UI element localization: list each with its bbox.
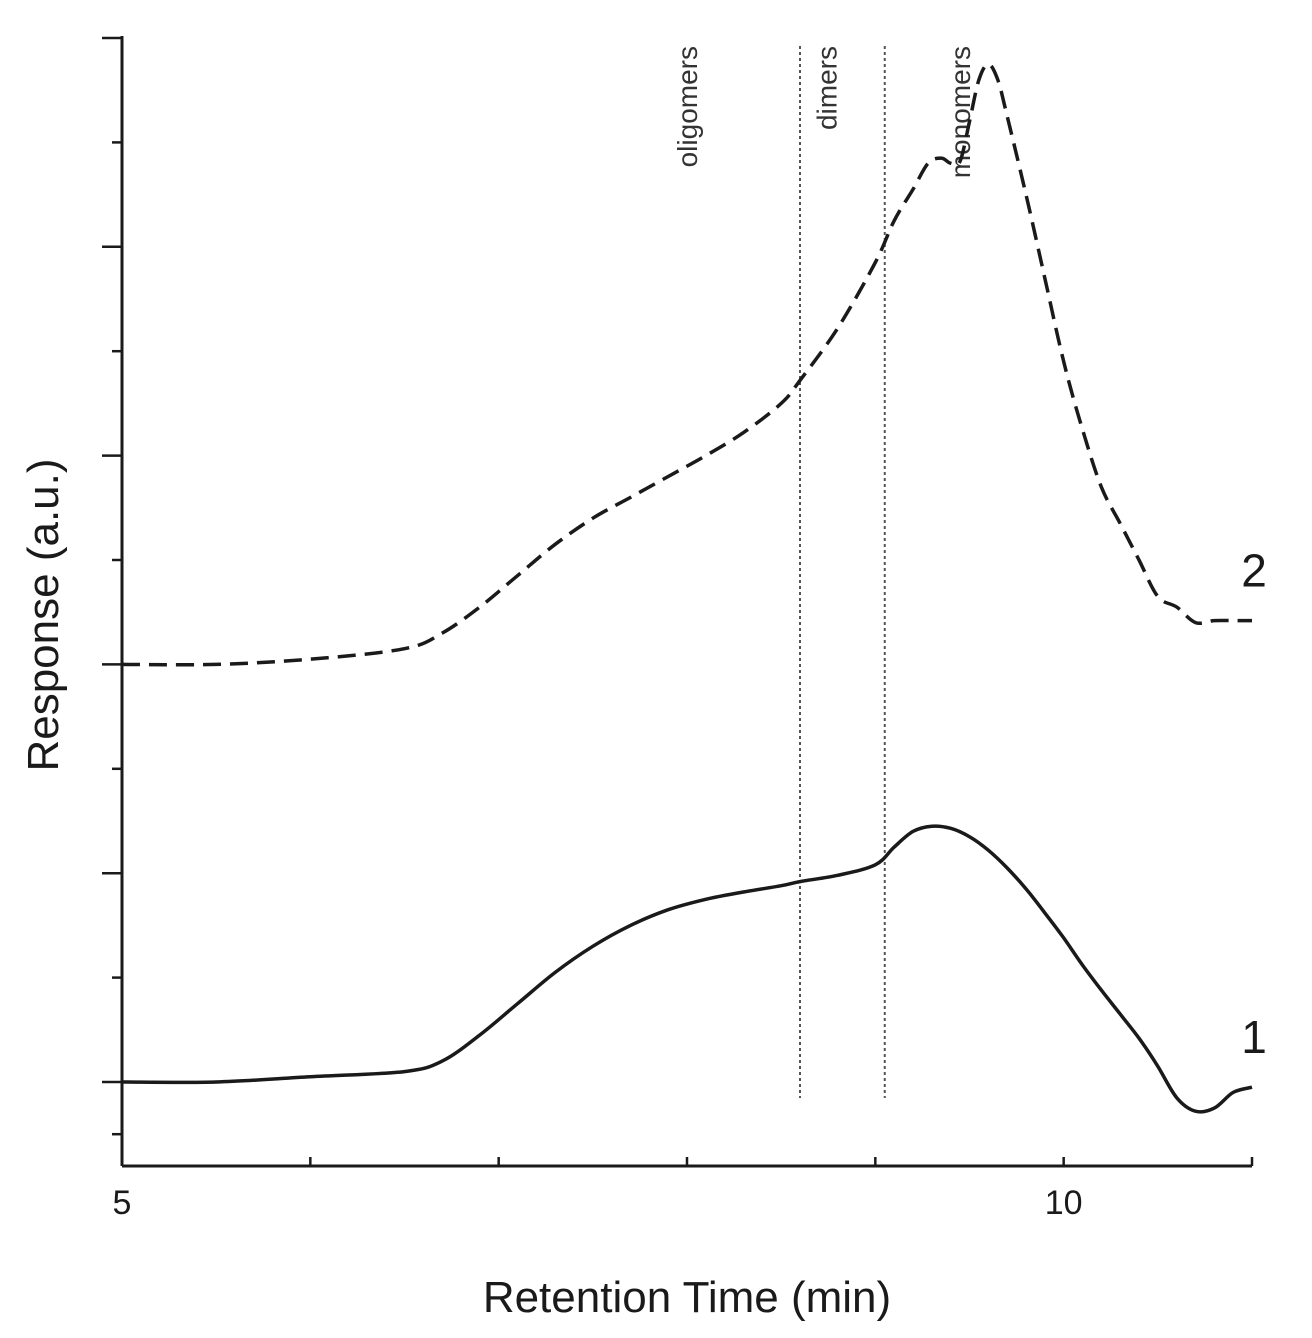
y-axis-title: Response (a.u.) — [19, 458, 68, 771]
ticks: 5 10 — [102, 36, 1254, 1222]
region-label-oligomers: oligomers — [672, 46, 703, 167]
x-axis-title: Retention Time (min) — [483, 1273, 891, 1322]
x-tick-label: 10 — [1045, 1184, 1083, 1222]
region-markers: oligomers dimers monomers — [672, 46, 976, 1098]
series-2-label: 2 — [1241, 545, 1267, 597]
series-group: 12 — [121, 62, 1267, 1114]
series-1-label: 1 — [1241, 1011, 1267, 1063]
series-1-line — [121, 824, 1253, 1114]
axes — [120, 36, 1252, 1168]
series-2-line — [121, 62, 1252, 667]
region-label-dimers: dimers — [811, 46, 842, 130]
x-tick-label: 5 — [113, 1184, 132, 1222]
